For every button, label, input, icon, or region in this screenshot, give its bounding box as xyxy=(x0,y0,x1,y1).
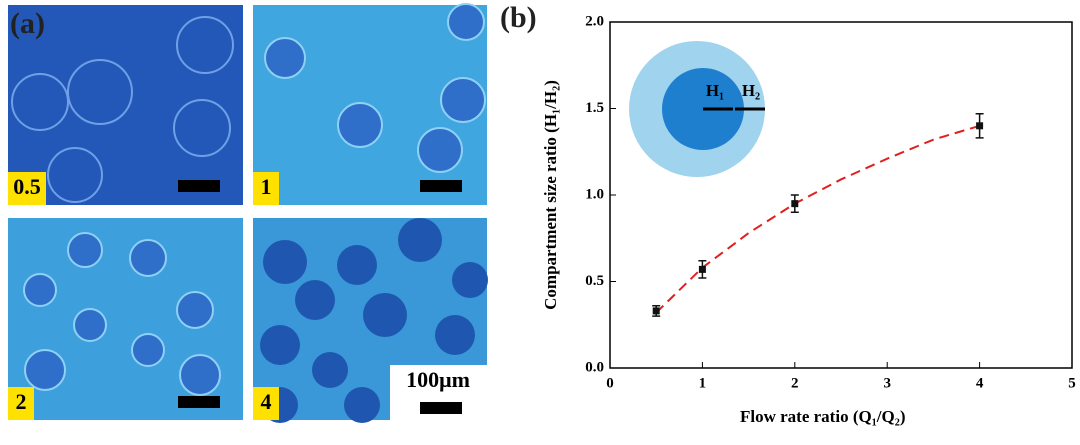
inset-label: H₁ xyxy=(706,81,724,100)
fit-curve xyxy=(655,124,980,314)
point xyxy=(698,265,706,273)
point xyxy=(976,122,984,130)
x-tick-label: 3 xyxy=(883,375,891,391)
inset-label: H₂ xyxy=(742,81,760,100)
panel-label: (b) xyxy=(500,1,537,34)
x-tick-label: 5 xyxy=(1068,375,1076,391)
y-axis-label: Compartment size ratio (H₁/H₂) xyxy=(541,80,560,310)
y-tick-label: 0.0 xyxy=(585,359,604,375)
label-box xyxy=(8,172,46,205)
x-tick-label: 1 xyxy=(699,375,707,391)
label-box xyxy=(253,387,279,420)
y-tick-label: 1.0 xyxy=(585,186,604,202)
y-tick-label: 0.5 xyxy=(585,273,604,289)
point xyxy=(652,307,660,315)
x-tick-label: 2 xyxy=(791,375,799,391)
x-tick-label: 4 xyxy=(976,375,984,391)
scale-bar xyxy=(420,180,462,192)
scale-bar xyxy=(178,180,220,192)
scale-bar xyxy=(178,396,220,408)
droplets xyxy=(11,16,234,203)
y-tick-label: 1.5 xyxy=(585,100,604,116)
y-tick-label: 2.0 xyxy=(585,13,604,29)
label-box xyxy=(253,172,279,205)
scale-label: 100μm xyxy=(406,367,470,392)
x-tick-label: 0 xyxy=(606,375,614,391)
panel-number: 4 xyxy=(261,389,272,414)
panel-number: 1 xyxy=(261,174,272,199)
scale-bar xyxy=(420,402,462,414)
x-axis-label: Flow rate ratio (Q₁/Q₂) xyxy=(740,407,906,426)
micrographs: 100μm 0.5 1 2 4 xyxy=(8,3,488,423)
droplets xyxy=(260,218,488,423)
label-box xyxy=(8,387,34,420)
point xyxy=(791,200,799,208)
panel-number: 0.5 xyxy=(13,174,41,199)
panel-label: (a) xyxy=(10,7,45,40)
panel-number: 2 xyxy=(16,389,27,414)
image xyxy=(8,5,243,205)
droplets xyxy=(23,3,486,396)
